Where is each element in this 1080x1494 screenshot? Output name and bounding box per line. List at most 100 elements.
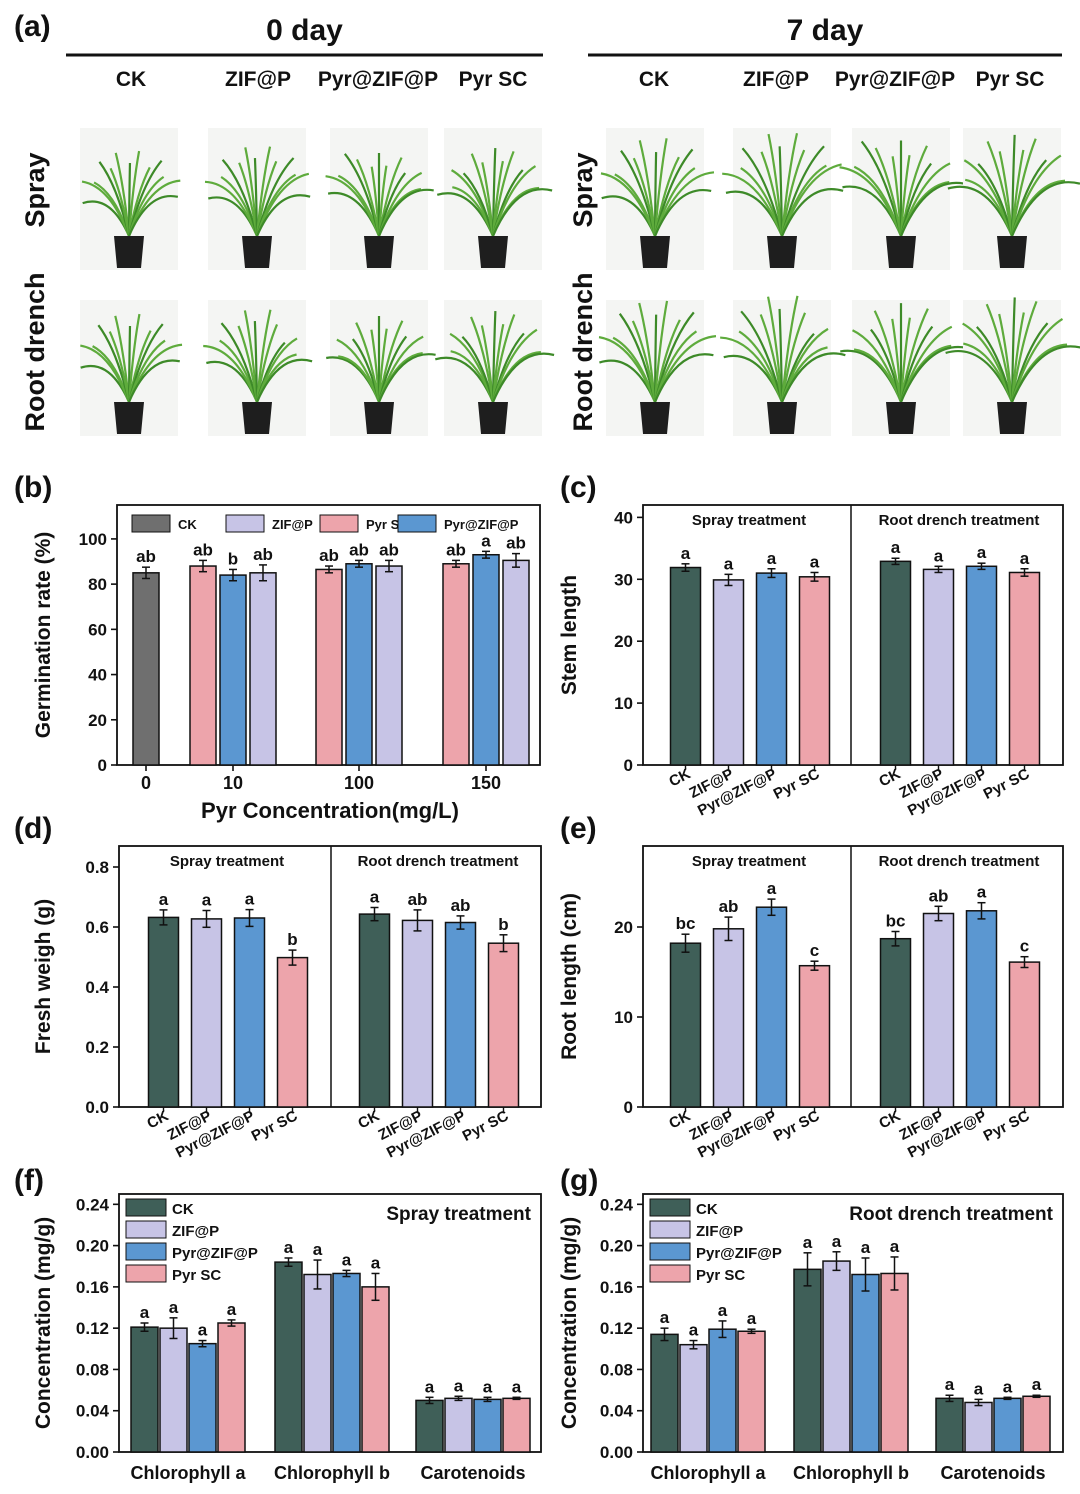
significance-letter: a bbox=[342, 1250, 352, 1269]
bar bbox=[473, 1398, 502, 1453]
legend-label: ZIF@P bbox=[272, 517, 313, 532]
leaf-blade bbox=[377, 188, 434, 237]
photo-column-label: CK bbox=[116, 68, 146, 91]
x-tick-label: Chlorophyll b bbox=[793, 1463, 909, 1483]
bar bbox=[249, 572, 277, 766]
pot bbox=[997, 236, 1027, 268]
leaf-blade bbox=[780, 312, 807, 403]
panel-label: (b) bbox=[14, 471, 52, 504]
significance-letter: bc bbox=[676, 914, 696, 933]
x-tick-label: 150 bbox=[471, 773, 501, 793]
y-tick-label: 20 bbox=[614, 632, 633, 651]
y-axis-label: Concentration (mg/g) bbox=[32, 1217, 55, 1429]
significance-letter: ab bbox=[319, 546, 339, 565]
bar bbox=[415, 1399, 444, 1453]
y-tick-label: 0 bbox=[98, 756, 107, 775]
legend-label: Pyr@ZIF@P bbox=[172, 1245, 258, 1262]
leaf-blade bbox=[127, 313, 141, 403]
treatment-title: Spray treatment bbox=[386, 1204, 531, 1225]
leaf-blade bbox=[740, 310, 784, 403]
photo-column-label: Pyr@ZIF@P bbox=[835, 68, 955, 91]
leaf-blade bbox=[220, 322, 259, 403]
bar bbox=[965, 565, 998, 766]
legend-label: CK bbox=[696, 1201, 718, 1218]
significance-letter: a bbox=[1032, 1375, 1042, 1394]
photo-column-label: Pyr@ZIF@P bbox=[318, 68, 438, 91]
y-tick-label: 0.20 bbox=[76, 1237, 109, 1256]
significance-letter: ab bbox=[379, 540, 399, 559]
y-tick-label: 0.24 bbox=[600, 1195, 634, 1214]
y-tick-label: 0.6 bbox=[85, 918, 109, 937]
plant-photo bbox=[720, 295, 846, 436]
pot bbox=[640, 402, 670, 434]
significance-letter: a bbox=[1020, 549, 1030, 568]
bar bbox=[1008, 961, 1041, 1108]
x-tick-label: Pyr SC bbox=[981, 765, 1033, 803]
panel-label: (c) bbox=[560, 471, 597, 504]
y-tick-label: 100 bbox=[79, 530, 107, 549]
plant-photo bbox=[434, 300, 555, 436]
bar bbox=[935, 1397, 964, 1453]
significance-letter: c bbox=[810, 941, 819, 960]
leaf-blade bbox=[1010, 317, 1064, 403]
bar bbox=[798, 964, 831, 1108]
significance-letter: a bbox=[481, 531, 491, 550]
significance-letter: a bbox=[803, 1233, 813, 1252]
plant-photo bbox=[945, 297, 1080, 436]
panel-label: (d) bbox=[14, 812, 52, 845]
significance-letter: a bbox=[681, 544, 691, 563]
x-tick-label: Chlorophyll a bbox=[130, 1463, 246, 1483]
legend-label: Pyr SC bbox=[696, 1267, 745, 1284]
bar bbox=[712, 928, 745, 1108]
plant-photo bbox=[722, 128, 844, 270]
leaf-blade bbox=[778, 308, 784, 403]
y-axis-label: Germination rate (%) bbox=[32, 532, 55, 739]
bar bbox=[130, 1326, 159, 1453]
x-tick-label: Chlorophyll a bbox=[650, 1463, 766, 1483]
pot bbox=[886, 236, 916, 268]
significance-letter: a bbox=[483, 1377, 493, 1396]
plant-photo bbox=[600, 128, 715, 270]
y-tick-label: 0.8 bbox=[85, 858, 109, 877]
y-tick-label: 10 bbox=[614, 694, 633, 713]
photo-column-label: CK bbox=[639, 68, 669, 91]
pot bbox=[997, 402, 1027, 434]
significance-letter: a bbox=[245, 890, 255, 909]
legend-label: ZIF@P bbox=[172, 1223, 219, 1240]
significance-letter: a bbox=[454, 1376, 464, 1395]
bar bbox=[147, 916, 180, 1108]
pot bbox=[478, 402, 508, 434]
plant-photo bbox=[204, 128, 311, 270]
photo-row-label: Root drench bbox=[568, 273, 598, 432]
leaf-blade bbox=[976, 326, 1014, 403]
pot bbox=[364, 236, 394, 268]
bar bbox=[669, 942, 702, 1108]
y-tick-label: 0 bbox=[624, 1098, 633, 1117]
x-axis-label: Pyr Concentration(mg/L) bbox=[201, 798, 459, 823]
leaf-blade bbox=[127, 150, 141, 237]
significance-letter: a bbox=[313, 1240, 323, 1259]
legend-swatch bbox=[649, 1198, 691, 1217]
significance-letter: ab bbox=[253, 545, 273, 564]
bar bbox=[712, 579, 745, 766]
leaf-blade bbox=[255, 358, 313, 403]
leaf-blade bbox=[491, 188, 553, 237]
legend-swatch bbox=[649, 1242, 691, 1261]
bar bbox=[332, 1272, 361, 1453]
bar bbox=[401, 919, 434, 1108]
leaf-blade bbox=[899, 317, 911, 403]
x-tick-label: Pyr SC bbox=[981, 1107, 1033, 1145]
legend-swatch bbox=[225, 514, 265, 533]
legend-swatch bbox=[125, 1220, 167, 1239]
significance-letter: a bbox=[832, 1232, 842, 1251]
significance-letter: a bbox=[974, 1379, 984, 1398]
panel-label: (f) bbox=[14, 1164, 44, 1197]
bar bbox=[358, 913, 391, 1108]
x-tick-label: Pyr SC bbox=[771, 1107, 823, 1145]
panel-a-label: (a) bbox=[14, 10, 51, 43]
bar bbox=[793, 1268, 822, 1453]
significance-letter: a bbox=[140, 1303, 150, 1322]
bar bbox=[669, 566, 702, 766]
photo-group-title: 0 day bbox=[266, 14, 343, 47]
leaf-blade bbox=[491, 150, 515, 237]
